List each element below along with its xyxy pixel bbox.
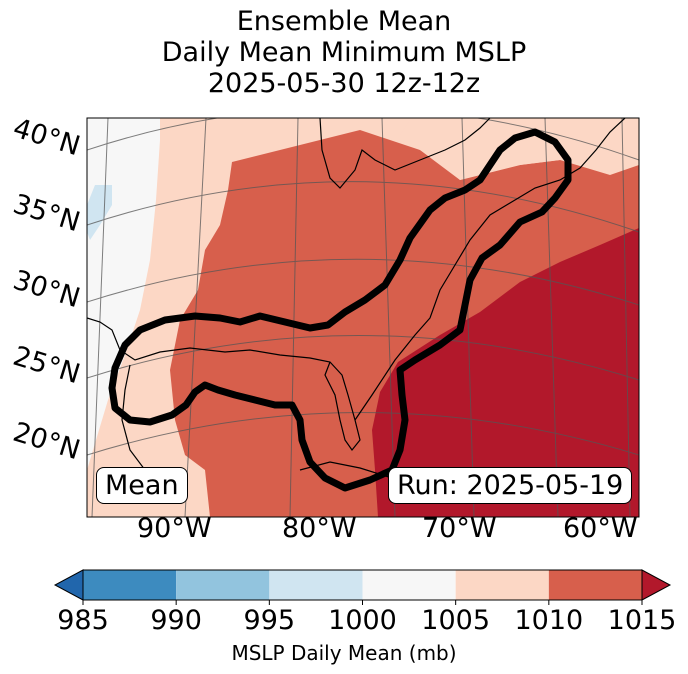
- chart-title-line-2: Daily Mean Minimum MSLP: [161, 37, 527, 68]
- lon-label-60w: 60°W: [563, 513, 638, 544]
- colorbar-bin-5: [548, 570, 642, 600]
- colorbar-bin-3: [362, 570, 456, 600]
- colorbar-label: MSLP Daily Mean (mb): [231, 641, 457, 665]
- colorbar-tick-995: 995: [243, 605, 296, 636]
- chart-title-line-3: 2025-05-30 12z-12z: [207, 68, 481, 99]
- legend-run-box: Run: 2025-05-19: [388, 467, 633, 504]
- chart-title-line-1: Ensemble Mean: [236, 6, 452, 37]
- colorbar-tick-1005: 1005: [421, 605, 491, 636]
- mslp-above-1015-region: [372, 228, 639, 517]
- colorbar-bin-4: [455, 570, 549, 600]
- lon-label-80w: 80°W: [282, 513, 357, 544]
- very-low-pressure-patch: [87, 185, 112, 240]
- colorbar: [53, 569, 672, 605]
- colorbar-tick-1010: 1010: [514, 605, 584, 636]
- colorbar-extend-over: [641, 569, 672, 601]
- lon-label-90w: 90°W: [137, 513, 212, 544]
- colorbar-extend-under: [53, 569, 84, 601]
- map-frame: [86, 117, 640, 518]
- colorbar-tick-990: 990: [150, 605, 202, 636]
- colorbar-bin-1: [176, 570, 270, 600]
- colorbar-tick-1015: 1015: [607, 605, 677, 636]
- legend-mean-box: Mean: [96, 467, 188, 504]
- colorbar-tick-1000: 1000: [328, 605, 397, 636]
- mean-contour: [108, 128, 572, 492]
- colorbar-tick-985: 985: [57, 605, 109, 636]
- colorbar-bin-2: [269, 570, 363, 600]
- lon-label-70w: 70°W: [422, 513, 497, 544]
- colorbar-bin-0: [83, 570, 177, 600]
